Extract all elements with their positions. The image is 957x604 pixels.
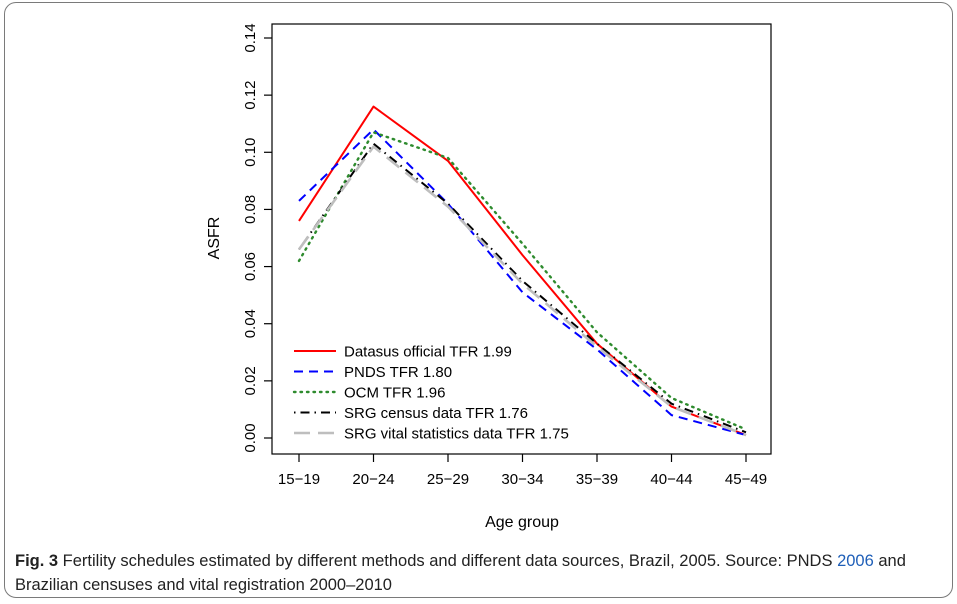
legend-label-2: PNDS TFR 1.80 bbox=[344, 364, 452, 381]
y-tick-label: 0.10 bbox=[242, 138, 259, 167]
series-line-3 bbox=[297, 131, 748, 431]
y-tick-label: 0.04 bbox=[242, 309, 259, 338]
axes-layer: 15−19 20−24 25−29 30−34 35−39 40−44 45−49 0.00 0… bbox=[242, 23, 772, 488]
citation-link[interactable]: 2006 bbox=[837, 552, 874, 570]
figure-label: Fig. 3 bbox=[15, 552, 59, 570]
legend-label-4: SRG census data TFR 1.76 bbox=[344, 405, 528, 422]
series-line-5 bbox=[297, 145, 747, 437]
y-tick-label: 0.06 bbox=[242, 252, 259, 281]
legend-label-5: SRG vital statistics data TFR 1.75 bbox=[344, 426, 569, 443]
x-tick-label: 15−19 bbox=[278, 471, 320, 488]
x-tick-label: 30−34 bbox=[501, 471, 543, 488]
y-tick-label: 0.02 bbox=[242, 366, 259, 395]
legend: Datasus official TFR 1.99 PNDS TFR 1.80 OC… bbox=[292, 344, 569, 443]
asfr-line-chart: 15−19 20−24 25−29 30−34 35−39 40−44 45−49 0.00 0… bbox=[206, 23, 772, 531]
legend-label-3: OCM TFR 1.96 bbox=[344, 385, 445, 402]
y-tick-label: 0.12 bbox=[242, 81, 259, 110]
series-line-1 bbox=[298, 105, 747, 437]
x-tick-label: 40−44 bbox=[650, 471, 692, 488]
y-tick-label: 0.00 bbox=[242, 423, 259, 452]
caption-text-2: and Brazilian censuses and vital registr… bbox=[15, 552, 906, 594]
x-tick-label: 35−39 bbox=[576, 471, 618, 488]
legend-label-1: Datasus official TFR 1.99 bbox=[344, 344, 512, 361]
y-tick-label: 0.08 bbox=[242, 195, 259, 224]
series-layer bbox=[297, 105, 748, 437]
x-axis-label: Age group bbox=[485, 514, 559, 531]
x-tick-label: 45−49 bbox=[725, 471, 767, 488]
x-tick-label: 25−29 bbox=[427, 471, 469, 488]
series-line-2 bbox=[298, 128, 747, 437]
plot-box bbox=[271, 23, 772, 455]
y-tick-label: 0.14 bbox=[242, 23, 259, 52]
x-tick-label: 20−24 bbox=[352, 471, 394, 488]
figure-caption: Fig. 3 Fertility schedules estimated by … bbox=[15, 549, 945, 597]
caption-text-1: Fertility schedules estimated by differe… bbox=[58, 552, 838, 570]
y-axis-label: ASFR bbox=[206, 217, 223, 260]
figure-frame bbox=[4, 2, 953, 598]
series-line-4 bbox=[298, 142, 747, 434]
